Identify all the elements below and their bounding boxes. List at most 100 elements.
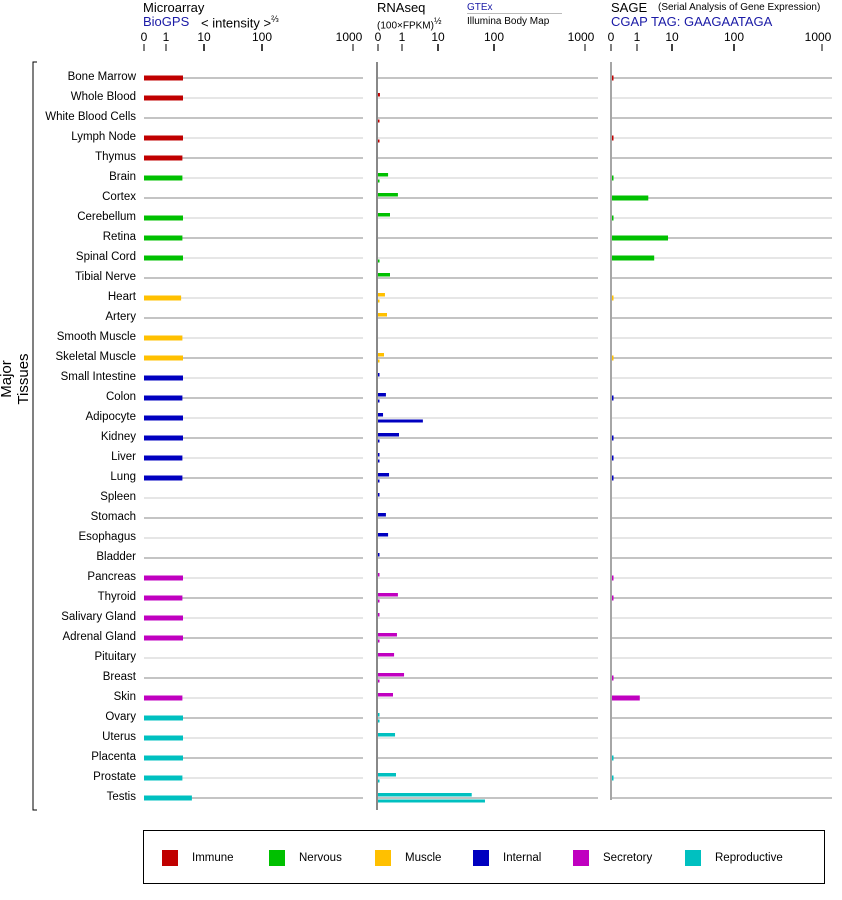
tissue-label[interactable]: Colon [105, 391, 136, 403]
microarray-bar [144, 415, 183, 421]
gtex-bar [378, 353, 384, 357]
gtex-bar [378, 573, 380, 577]
tissue-label[interactable]: Testis [106, 791, 136, 803]
tissue-label[interactable]: Esophagus [78, 531, 136, 543]
sage-bar [612, 355, 614, 361]
microarray-bar [144, 735, 183, 741]
microarray-bar [144, 355, 183, 361]
tissue-label[interactable]: Liver [111, 451, 136, 463]
microarray-bar [144, 335, 183, 341]
sage-title: SAGE [611, 0, 648, 15]
tissue-label[interactable]: Pancreas [87, 571, 136, 583]
rnaseq-tick-label: 10 [431, 30, 445, 44]
tissue-label[interactable]: Bladder [96, 551, 136, 563]
tissue-label[interactable]: Kidney [100, 431, 136, 443]
tissue-label[interactable]: Spinal Cord [75, 251, 136, 263]
microarray-bar [144, 295, 182, 301]
illumina-bar [378, 799, 485, 803]
tissue-label[interactable]: Retina [102, 231, 136, 243]
gtex-bar [378, 193, 398, 197]
tissue-label[interactable]: Thyroid [97, 591, 136, 603]
tissue-label[interactable]: Whole Blood [70, 91, 136, 103]
gtex-bar [378, 493, 380, 497]
legend-swatch [375, 850, 391, 866]
tissue-label[interactable]: Spleen [100, 491, 136, 503]
microarray-bar [144, 615, 183, 621]
microarray-title: Microarray [143, 0, 205, 15]
tissue-label[interactable]: Lung [110, 471, 136, 483]
tissue-label[interactable]: Prostate [93, 771, 136, 783]
legend-label: Reproductive [715, 852, 783, 864]
legend-item-nervous: Nervous [269, 850, 342, 866]
sage-bar [612, 435, 614, 441]
rnaseq-unit-exp: ½ [433, 16, 442, 26]
tissue-label[interactable]: Placenta [91, 751, 136, 763]
tissue-label[interactable]: Stomach [90, 511, 136, 523]
biogps-link[interactable]: BioGPS [143, 14, 190, 29]
gtex-bar [378, 593, 398, 597]
sage-bar [612, 475, 614, 481]
sage-tick-label: 0 [607, 30, 615, 44]
gtex-bar [378, 533, 389, 537]
gtex-bar [378, 693, 393, 697]
tissue-label[interactable]: Adipocyte [85, 411, 136, 423]
rnaseq-title: RNAseq [377, 0, 426, 15]
gtex-bar [378, 673, 405, 677]
tissue-label[interactable]: Adrenal Gland [62, 631, 136, 643]
tissue-label[interactable]: Bone Marrow [67, 71, 136, 83]
tissue-label[interactable]: Breast [102, 671, 136, 683]
sage-bar [612, 195, 649, 201]
gtex-bar [378, 793, 472, 797]
gtex-bar [378, 433, 399, 437]
gtex-bar [378, 213, 390, 217]
microarray-bar [144, 75, 183, 81]
microarray-unit-exp: ⅔ [271, 14, 279, 24]
microarray-bar [144, 775, 183, 781]
illumina-bar [378, 459, 380, 463]
tissue-label[interactable]: Tibial Nerve [75, 271, 136, 283]
illumina-label: Illumina Body Map [467, 16, 550, 27]
tissue-label[interactable]: Salivary Gland [61, 611, 136, 623]
tissue-label[interactable]: Ovary [105, 711, 136, 723]
tissue-label[interactable]: Lymph Node [71, 131, 136, 143]
sage-tick-label: 1000 [804, 30, 832, 44]
tissue-label[interactable]: Thymus [95, 151, 136, 163]
sage-bar [612, 215, 614, 221]
tissue-label[interactable]: Pituitary [94, 651, 136, 663]
tissue-label[interactable]: Small Intestine [60, 371, 136, 383]
sage-bar [612, 775, 614, 781]
legend-item-muscle: Muscle [375, 850, 441, 866]
tissue-label[interactable]: Heart [107, 291, 136, 303]
rnaseq-tick-label: 1 [398, 30, 406, 44]
microarray-bar [144, 795, 192, 801]
gtex-bar [378, 633, 397, 637]
microarray-bar [144, 635, 183, 641]
cgap-tag-link[interactable]: CGAP TAG: GAAGAATAGA [611, 14, 773, 29]
tissue-label[interactable]: Uterus [102, 731, 136, 743]
tissue-label[interactable]: Artery [105, 311, 136, 323]
sage-bar [612, 295, 614, 301]
microarray-bar [144, 395, 183, 401]
rnaseq-tick-label: 1000 [567, 30, 595, 44]
rnaseq-tick-label: 100 [483, 30, 505, 44]
illumina-bar [378, 779, 380, 783]
microarray-bar [144, 575, 183, 581]
tissue-label[interactable]: Cortex [102, 191, 136, 203]
gtex-link[interactable]: GTEx [467, 2, 562, 14]
tissue-label[interactable]: White Blood Cells [45, 111, 136, 123]
microarray-bar [144, 475, 183, 481]
sage-bar [612, 395, 614, 401]
tissue-label[interactable]: Cerebellum [77, 211, 136, 223]
illumina-bar [378, 179, 380, 183]
legend-label: Muscle [405, 852, 442, 864]
tissue-label[interactable]: Brain [109, 171, 136, 183]
tissue-label[interactable]: Skeletal Muscle [55, 351, 136, 363]
gtex-bar [378, 453, 380, 457]
microarray-bar [144, 255, 183, 261]
tissue-label[interactable]: Smooth Muscle [56, 331, 136, 343]
microarray-bar [144, 155, 183, 161]
illumina-bar [378, 639, 380, 643]
gtex-bar [378, 273, 390, 277]
tissue-label[interactable]: Skin [113, 691, 136, 703]
